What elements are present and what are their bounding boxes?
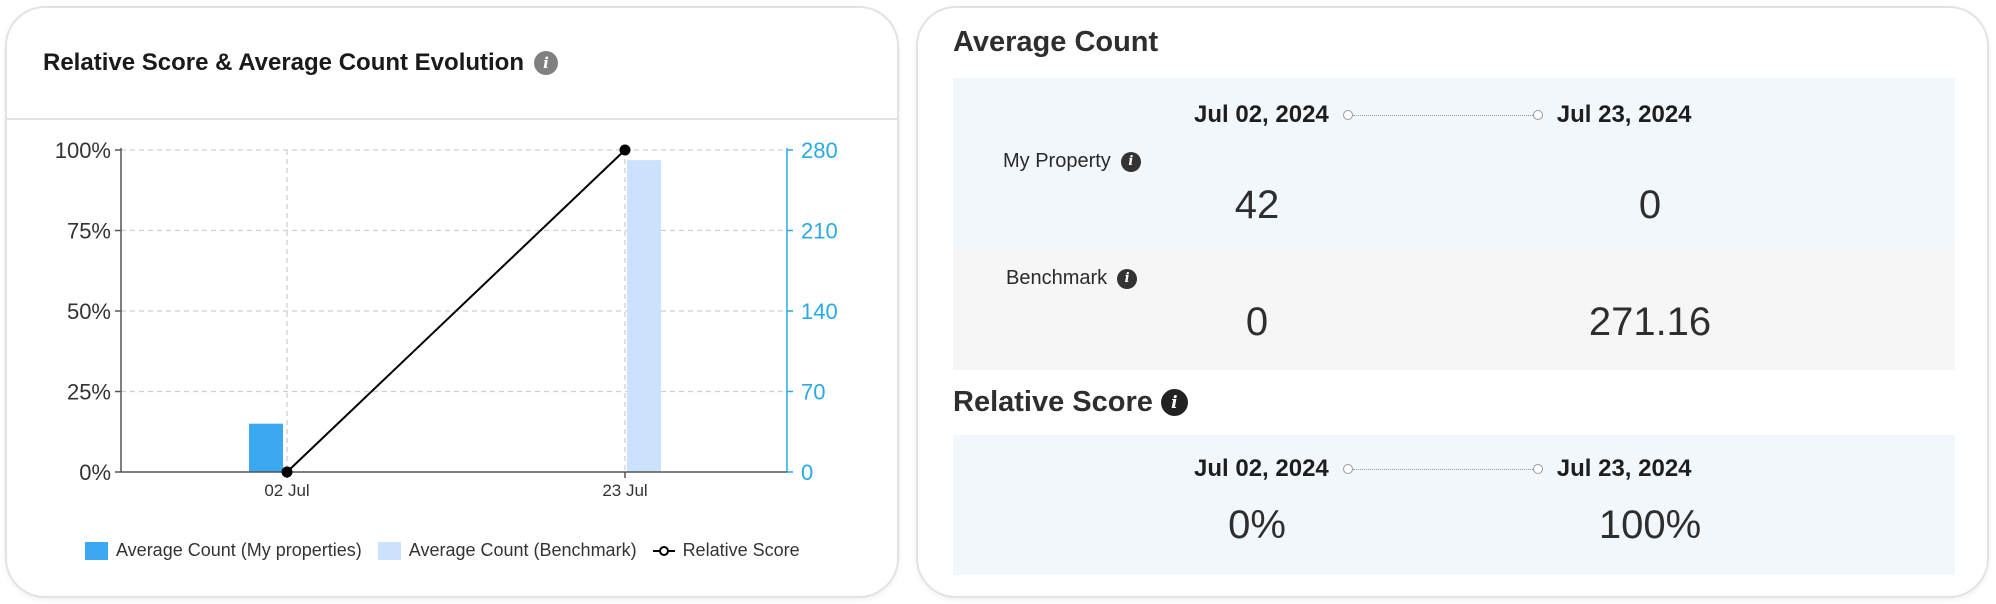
my-property-label: My Property i (1003, 150, 1141, 173)
relative-score-point (619, 144, 631, 156)
x-axis-tick-label: 23 Jul (602, 481, 647, 500)
chart-title-text: Relative Score & Average Count Evolution (43, 49, 524, 76)
legend-item-my-properties[interactable]: Average Count (My properties) (85, 540, 362, 561)
bar-my-properties (249, 423, 283, 472)
my-property-info-icon[interactable]: i (1120, 151, 1141, 172)
legend-item-relative-score[interactable]: Relative Score (652, 540, 800, 561)
benchmark-info-icon[interactable]: i (1117, 268, 1138, 289)
average-count-date-to: Jul 23, 2024 (1556, 101, 1692, 128)
relative-score-date-to: Jul 23, 2024 (1556, 455, 1692, 482)
chart-card: Relative Score & Average Count Evolution… (5, 6, 899, 598)
left-axis-tick-label: 100% (55, 138, 111, 163)
benchmark-label: Benchmark i (1006, 267, 1138, 290)
average-count-title: Average Count (953, 26, 1158, 59)
right-axis-tick-label: 140 (801, 299, 838, 324)
relative-score-panel: Jul 02, 2024 Jul 23, 2024 0% 100% (953, 435, 1955, 575)
relative-score-title: Relative Score i (953, 386, 1188, 419)
chart-legend: Average Count (My properties) Average Co… (85, 540, 816, 561)
left-axis-tick-label: 25% (67, 380, 111, 405)
legend-label-my-properties: Average Count (My properties) (116, 540, 362, 560)
legend-item-benchmark[interactable]: Average Count (Benchmark) (377, 540, 637, 561)
info-icon[interactable]: i (534, 51, 558, 75)
legend-label-benchmark: Average Count (Benchmark) (408, 540, 637, 560)
summary-card: Average Count Jul 02, 2024 Jul 23, 2024 … (916, 6, 1989, 598)
legend-label-relative-score: Relative Score (682, 540, 800, 560)
legend-swatch-benchmark (377, 541, 401, 560)
my-property-band (953, 78, 1955, 248)
date-range-connector (1342, 464, 1543, 474)
relative-score-date-range: Jul 02, 2024 Jul 23, 2024 (953, 449, 1955, 489)
my-property-from-value: 42 (1234, 183, 1280, 227)
left-axis-tick-label: 50% (67, 299, 111, 324)
benchmark-from-value: 0 (1245, 300, 1269, 344)
my-property-to-value: 0 (1638, 183, 1662, 227)
chart-title: Relative Score & Average Count Evolution… (43, 49, 558, 77)
left-axis-tick-label: 0% (79, 460, 111, 485)
my-property-label-text: My Property (1003, 150, 1111, 172)
bar-benchmark (627, 160, 661, 472)
right-axis-tick-label: 280 (801, 138, 838, 163)
average-count-date-range: Jul 02, 2024 Jul 23, 2024 (953, 95, 1955, 135)
average-count-title-text: Average Count (953, 26, 1159, 58)
benchmark-to-value: 271.16 (1588, 300, 1712, 344)
right-axis-tick-label: 70 (801, 380, 825, 405)
relative-score-title-text: Relative Score (953, 386, 1153, 418)
benchmark-band (953, 248, 1955, 370)
relative-score-line (286, 149, 626, 473)
right-axis-tick-label: 210 (801, 219, 838, 244)
relative-score-from-value: 0% (1228, 503, 1286, 547)
x-axis-tick-label: 02 Jul (264, 481, 309, 500)
chart-header: Relative Score & Average Count Evolution… (7, 8, 897, 120)
average-count-date-from: Jul 02, 2024 (1194, 101, 1329, 128)
benchmark-label-text: Benchmark (1006, 267, 1108, 289)
relative-score-info-icon[interactable]: i (1160, 389, 1188, 416)
relative-score-point (281, 466, 293, 478)
relative-score-date-from: Jul 02, 2024 (1194, 455, 1329, 482)
legend-line-marker-icon (652, 545, 675, 556)
right-axis-tick-label: 0 (801, 460, 813, 485)
average-count-panel: Jul 02, 2024 Jul 23, 2024 My Property i … (953, 78, 1955, 370)
left-axis-tick-label: 75% (67, 219, 111, 244)
legend-swatch-my-properties (85, 541, 108, 560)
chart-plot: 0% 25% 50% 75% 100% 0 70 140 210 280 02 Jul 23 Jul (55, 138, 838, 500)
relative-score-to-value: 100% (1598, 503, 1702, 547)
date-range-connector (1342, 110, 1543, 120)
